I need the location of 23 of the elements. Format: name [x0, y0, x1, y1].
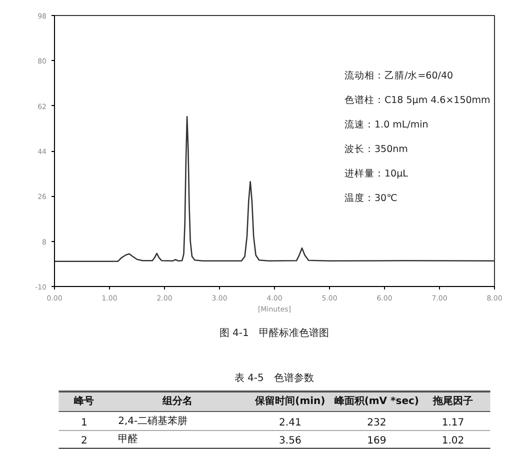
text: 拖尾因子	[432, 395, 473, 407]
text: 3.56	[279, 436, 302, 446]
text: 232	[367, 418, 386, 428]
text: 峰号	[74, 395, 94, 407]
text: 图 4-1 甲醛标准色谱图	[219, 327, 329, 339]
text: 169	[367, 436, 386, 446]
text: 组分名	[161, 395, 192, 407]
text: 保留时间(min)	[254, 395, 326, 407]
text: 2.41	[279, 418, 302, 428]
text: 表 4-5 色谱参数	[234, 372, 314, 384]
annotation: 流速：1.0 mL/min	[344, 118, 428, 130]
text: 1	[80, 418, 88, 428]
annotation: 波长：350nm	[344, 143, 408, 155]
text: 2	[80, 436, 88, 446]
text: 1.02	[442, 436, 464, 446]
annotation: 温度：30℃	[344, 192, 398, 204]
text: 甲醛	[118, 433, 138, 445]
annotation: 色谱柱：C18 5μm 4.6×150mm	[344, 94, 490, 106]
text: 2,4-二硝基苯肼	[118, 415, 188, 427]
text: 1.17	[442, 418, 464, 428]
text: 峰面积(mV *sec)	[334, 395, 420, 407]
annotation: 流动相：乙腈/水=60/40	[344, 70, 454, 82]
annotation: 进样量：10μL	[344, 168, 409, 180]
